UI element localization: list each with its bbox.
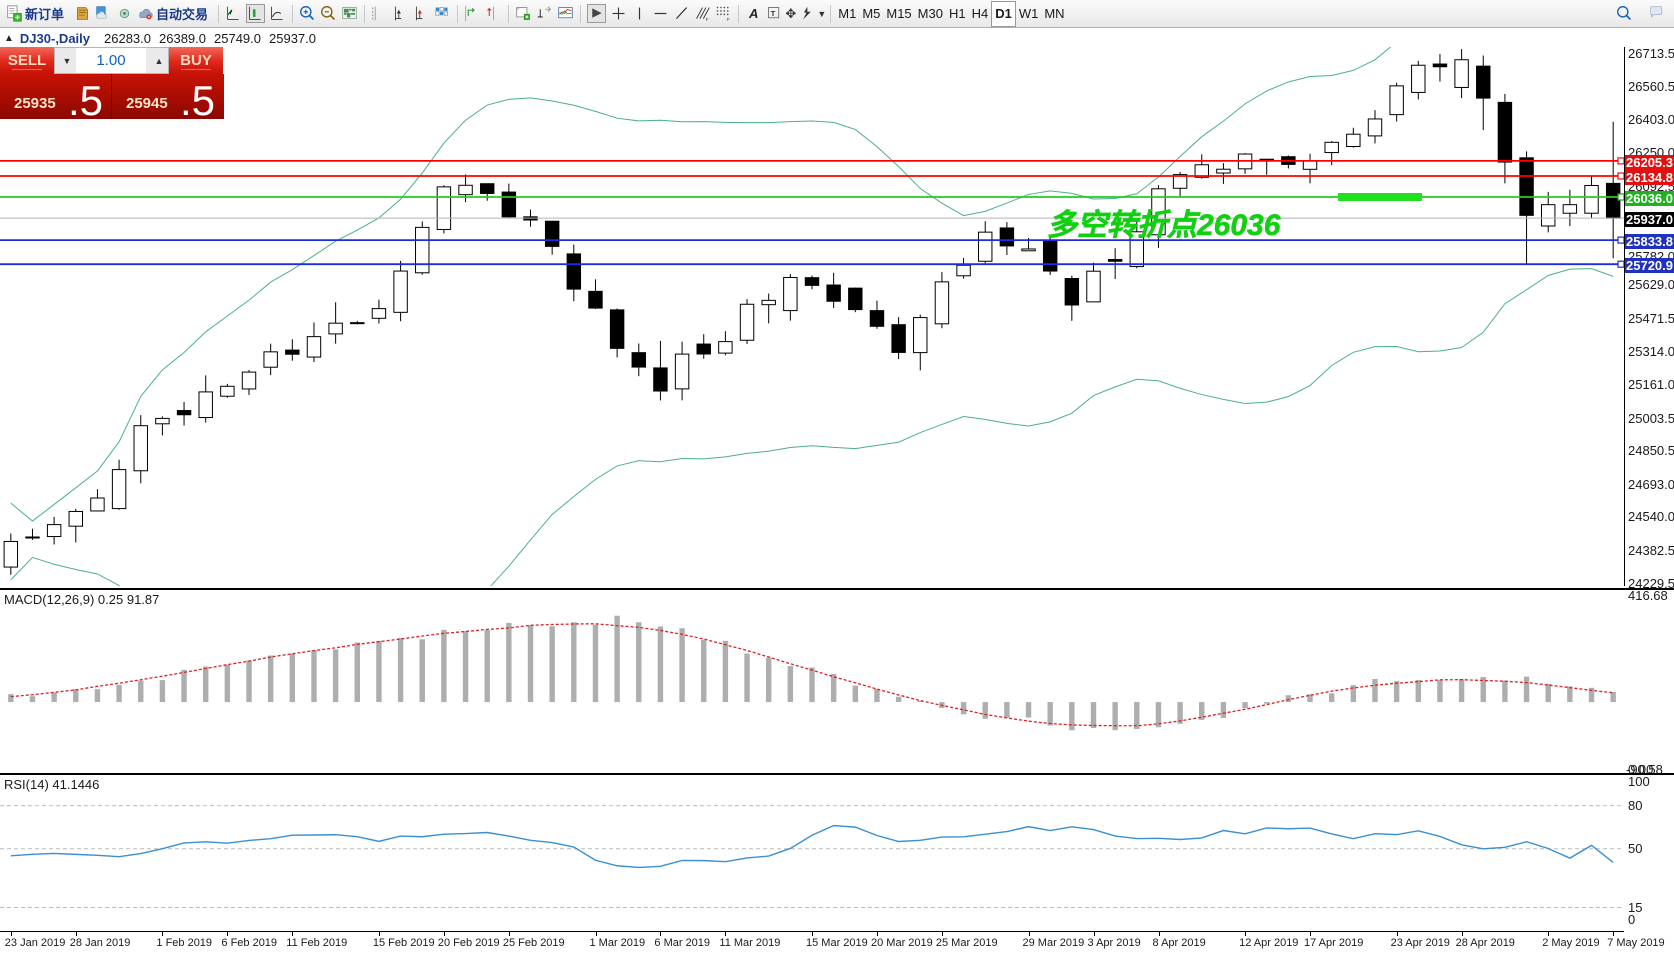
svg-text:F: F	[727, 17, 730, 22]
svg-text:T: T	[771, 9, 776, 18]
svg-text:多空转折点26036: 多空转折点26036	[1047, 209, 1281, 242]
svg-text:F: F	[706, 17, 709, 22]
